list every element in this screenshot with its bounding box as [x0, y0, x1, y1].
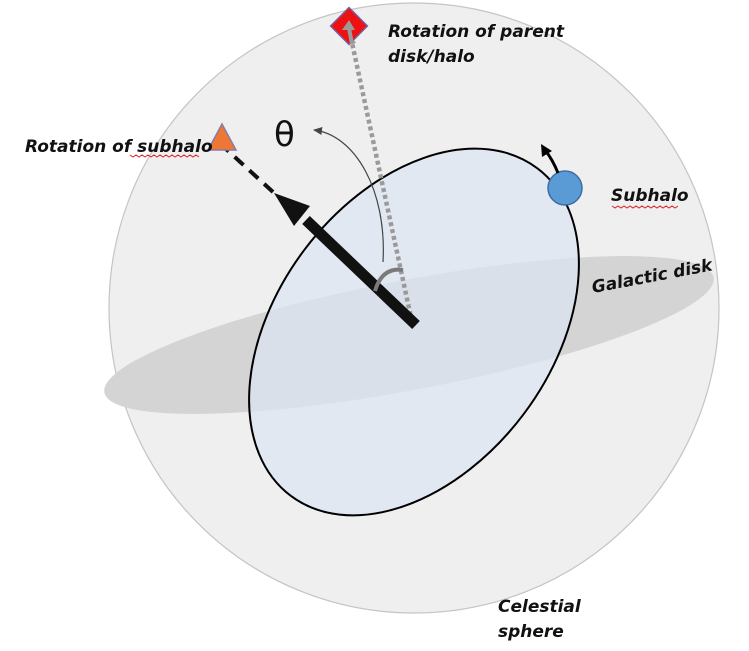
- subhalo-motion-arrowhead: [541, 144, 552, 157]
- parent-axis-tip: [347, 27, 354, 45]
- label-theta: θ: [274, 115, 295, 155]
- label-celestial-sphere-line2: sphere: [498, 622, 564, 642]
- label-subhalo-rotation: Rotation of subhalo: [25, 137, 213, 157]
- squiggle-subhalo: [611, 205, 679, 209]
- label-parent-rotation-line1: Rotation of parent: [388, 22, 565, 42]
- label-parent-rotation-line2: disk/halo: [388, 47, 475, 67]
- label-celestial-sphere-line1: Celestial: [498, 597, 582, 617]
- parent-axis-tip-head: [342, 20, 355, 30]
- subhalo-rotation-axis: [302, 216, 420, 329]
- subhalo-rotation-marker: [206, 122, 238, 151]
- subhalo-axis-arrowhead: [274, 193, 310, 226]
- subhalo-axis-dashed: [224, 147, 275, 194]
- theta-arrow: [313, 127, 384, 263]
- label-subhalo: Subhalo: [611, 186, 689, 206]
- subhalo-body: [547, 170, 583, 206]
- squiggle-subhalo-rotation: [129, 154, 200, 158]
- angle-arc: [373, 267, 404, 292]
